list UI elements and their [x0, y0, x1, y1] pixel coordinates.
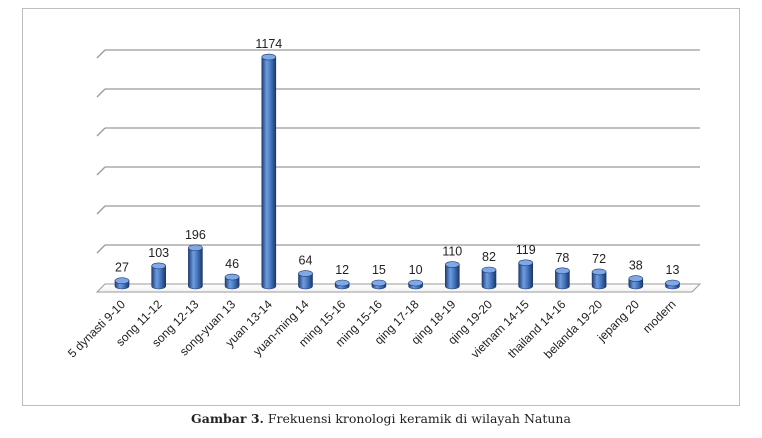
bar	[481, 266, 497, 290]
bar-top	[114, 277, 130, 285]
bar-chart: 27 103 196 46 1174 64 12 15 10 110 82 119 78 72 38 13 5…	[65, 37, 702, 361]
chart-frame	[22, 8, 740, 406]
gridline-depth	[96, 166, 106, 176]
bar-top	[591, 268, 607, 276]
bar-top	[224, 273, 240, 281]
gridline-depth	[96, 127, 106, 137]
caption-text: Frekuensi kronologi keramik di wilayah N…	[263, 411, 571, 426]
data-labels: 27 103 196 46 1174 64 12 15 10 110 82 119 78 72 38 13	[115, 37, 679, 277]
data-label: 12	[335, 263, 349, 277]
bar-top	[188, 244, 203, 252]
bar-top	[371, 279, 387, 287]
bar	[555, 267, 570, 290]
data-label: 46	[225, 257, 239, 271]
data-label: 64	[299, 254, 313, 268]
bar-top	[334, 279, 350, 287]
data-label: 13	[666, 263, 680, 277]
bar-top	[151, 262, 166, 270]
bar-top	[408, 279, 423, 287]
bar-body	[555, 270, 570, 290]
data-label: 72	[592, 252, 606, 266]
bar-top	[261, 53, 277, 61]
bar	[665, 279, 680, 290]
figure-caption: Gambar 3. Frekuensi kronologi keramik di…	[0, 411, 762, 426]
bar	[518, 259, 534, 290]
bar-body	[518, 262, 533, 290]
bar-top	[555, 267, 570, 275]
bar	[444, 261, 460, 290]
data-label: 1174	[255, 37, 282, 51]
caption-label: Gambar 3.	[191, 411, 264, 426]
data-label: 27	[115, 261, 129, 275]
bar	[334, 279, 350, 290]
bars	[114, 53, 680, 290]
data-label: 110	[442, 245, 462, 259]
x-tick-label: modern	[640, 297, 679, 336]
bar	[151, 262, 166, 290]
bar-top	[298, 270, 313, 277]
bar	[114, 277, 130, 290]
bar	[628, 275, 644, 290]
bar-top	[481, 266, 497, 274]
data-label: 15	[372, 263, 386, 277]
bar-body	[591, 271, 607, 290]
data-label: 119	[516, 243, 536, 257]
data-label: 38	[629, 259, 643, 273]
bar	[371, 279, 387, 290]
gridline-depth	[96, 244, 106, 254]
bar	[408, 279, 423, 290]
gridline-depth	[96, 49, 106, 59]
bar	[298, 270, 313, 290]
data-label: 10	[409, 263, 423, 277]
bar-body	[481, 269, 497, 290]
bar-top	[628, 275, 644, 282]
bar-body	[445, 264, 460, 290]
gridline-depth	[96, 205, 106, 215]
x-tick-label: 5 dynasti 9-10	[65, 297, 128, 360]
bar-body	[298, 273, 313, 290]
bar	[591, 268, 607, 290]
bar	[188, 244, 203, 290]
bar-body	[188, 247, 203, 290]
data-label: 78	[555, 251, 569, 265]
bar-body	[261, 56, 277, 290]
gridline-depth	[96, 88, 106, 98]
data-label: 196	[185, 228, 206, 242]
data-label: 103	[148, 246, 169, 260]
bar	[224, 273, 240, 290]
gridlines	[95, 49, 702, 293]
data-label: 82	[482, 250, 496, 264]
bar	[261, 53, 277, 290]
bar-top	[518, 259, 534, 267]
bar-top	[444, 261, 460, 268]
chart-floor	[95, 283, 702, 293]
bar-top	[665, 279, 680, 287]
bar-body	[151, 265, 166, 290]
